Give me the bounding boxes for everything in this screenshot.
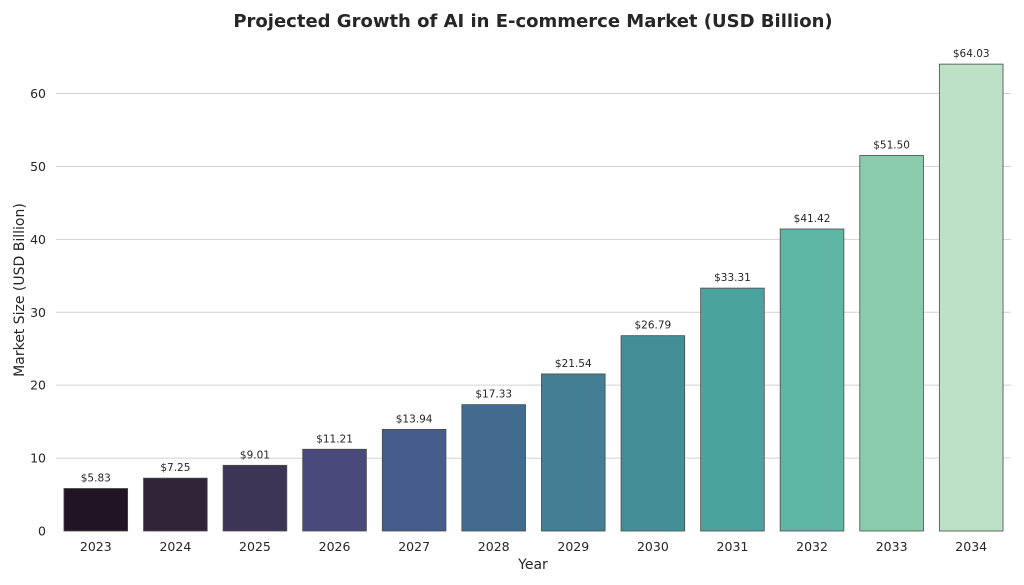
data-label-2024: $7.25 xyxy=(160,462,190,474)
bar-2026 xyxy=(302,448,367,532)
x-tick-label-2028: 2028 xyxy=(478,539,510,554)
y-tick-label-30: 30 xyxy=(30,305,46,320)
x-tick-label-2033: 2033 xyxy=(876,539,908,554)
bar-2024 xyxy=(143,477,208,532)
data-label-2025: $9.01 xyxy=(240,449,270,461)
x-axis-ticks: 2023 2024 2025 2026 2027 2028 2029 2030 2031 2032… xyxy=(80,539,987,554)
data-label-2027: $13.94 xyxy=(396,413,433,425)
x-tick-label-2029: 2029 xyxy=(557,539,589,554)
y-tick-label-50: 50 xyxy=(30,159,46,174)
bar-2027 xyxy=(381,428,447,532)
y-axis-ticks: 0 10 20 30 40 50 60 xyxy=(30,86,46,539)
data-label-2031: $33.31 xyxy=(714,272,751,284)
y-tick-label-40: 40 xyxy=(30,232,46,247)
x-tick-label-2032: 2032 xyxy=(796,539,828,554)
bar-2023 xyxy=(63,488,129,532)
data-label-2026: $11.21 xyxy=(316,433,353,445)
y-tick-label-20: 20 xyxy=(30,378,46,393)
data-label-2023: $5.83 xyxy=(81,472,111,484)
bar-2033 xyxy=(859,155,924,532)
x-tick-label-2026: 2026 xyxy=(319,539,351,554)
data-label-2032: $41.42 xyxy=(794,213,831,225)
data-label-2029: $21.54 xyxy=(555,358,592,370)
bar-2028 xyxy=(461,404,526,532)
data-label-2033: $51.50 xyxy=(873,139,910,151)
y-tick-label-60: 60 xyxy=(30,86,46,101)
bar-2034 xyxy=(938,63,1004,532)
bar-2031 xyxy=(700,287,765,532)
bar-2030 xyxy=(620,335,686,532)
data-label-2034: $64.03 xyxy=(953,48,990,60)
data-labels: $5.83 $7.25 $9.01 $11.21 $13.94 $17.33 $21.54 $… xyxy=(81,48,990,484)
bars xyxy=(63,63,1004,532)
y-axis-label: Market Size (USD Billion) xyxy=(12,203,28,377)
x-tick-label-2024: 2024 xyxy=(159,539,191,554)
x-tick-label-2034: 2034 xyxy=(955,539,987,554)
x-tick-label-2031: 2031 xyxy=(717,539,749,554)
gridlines xyxy=(56,93,1011,459)
chart-title: Projected Growth of AI in E-commerce Mar… xyxy=(233,11,832,32)
bar-2032 xyxy=(779,228,845,532)
y-tick-label-0: 0 xyxy=(38,524,46,539)
x-tick-label-2027: 2027 xyxy=(398,539,430,554)
x-tick-label-2030: 2030 xyxy=(637,539,669,554)
x-axis-label: Year xyxy=(517,557,548,573)
data-label-2030: $26.79 xyxy=(635,320,672,332)
data-label-2028: $17.33 xyxy=(475,389,512,401)
y-tick-label-10: 10 xyxy=(30,451,46,466)
bar-2025 xyxy=(222,464,288,532)
bar-2029 xyxy=(541,373,606,532)
x-tick-label-2023: 2023 xyxy=(80,539,112,554)
x-tick-label-2025: 2025 xyxy=(239,539,271,554)
